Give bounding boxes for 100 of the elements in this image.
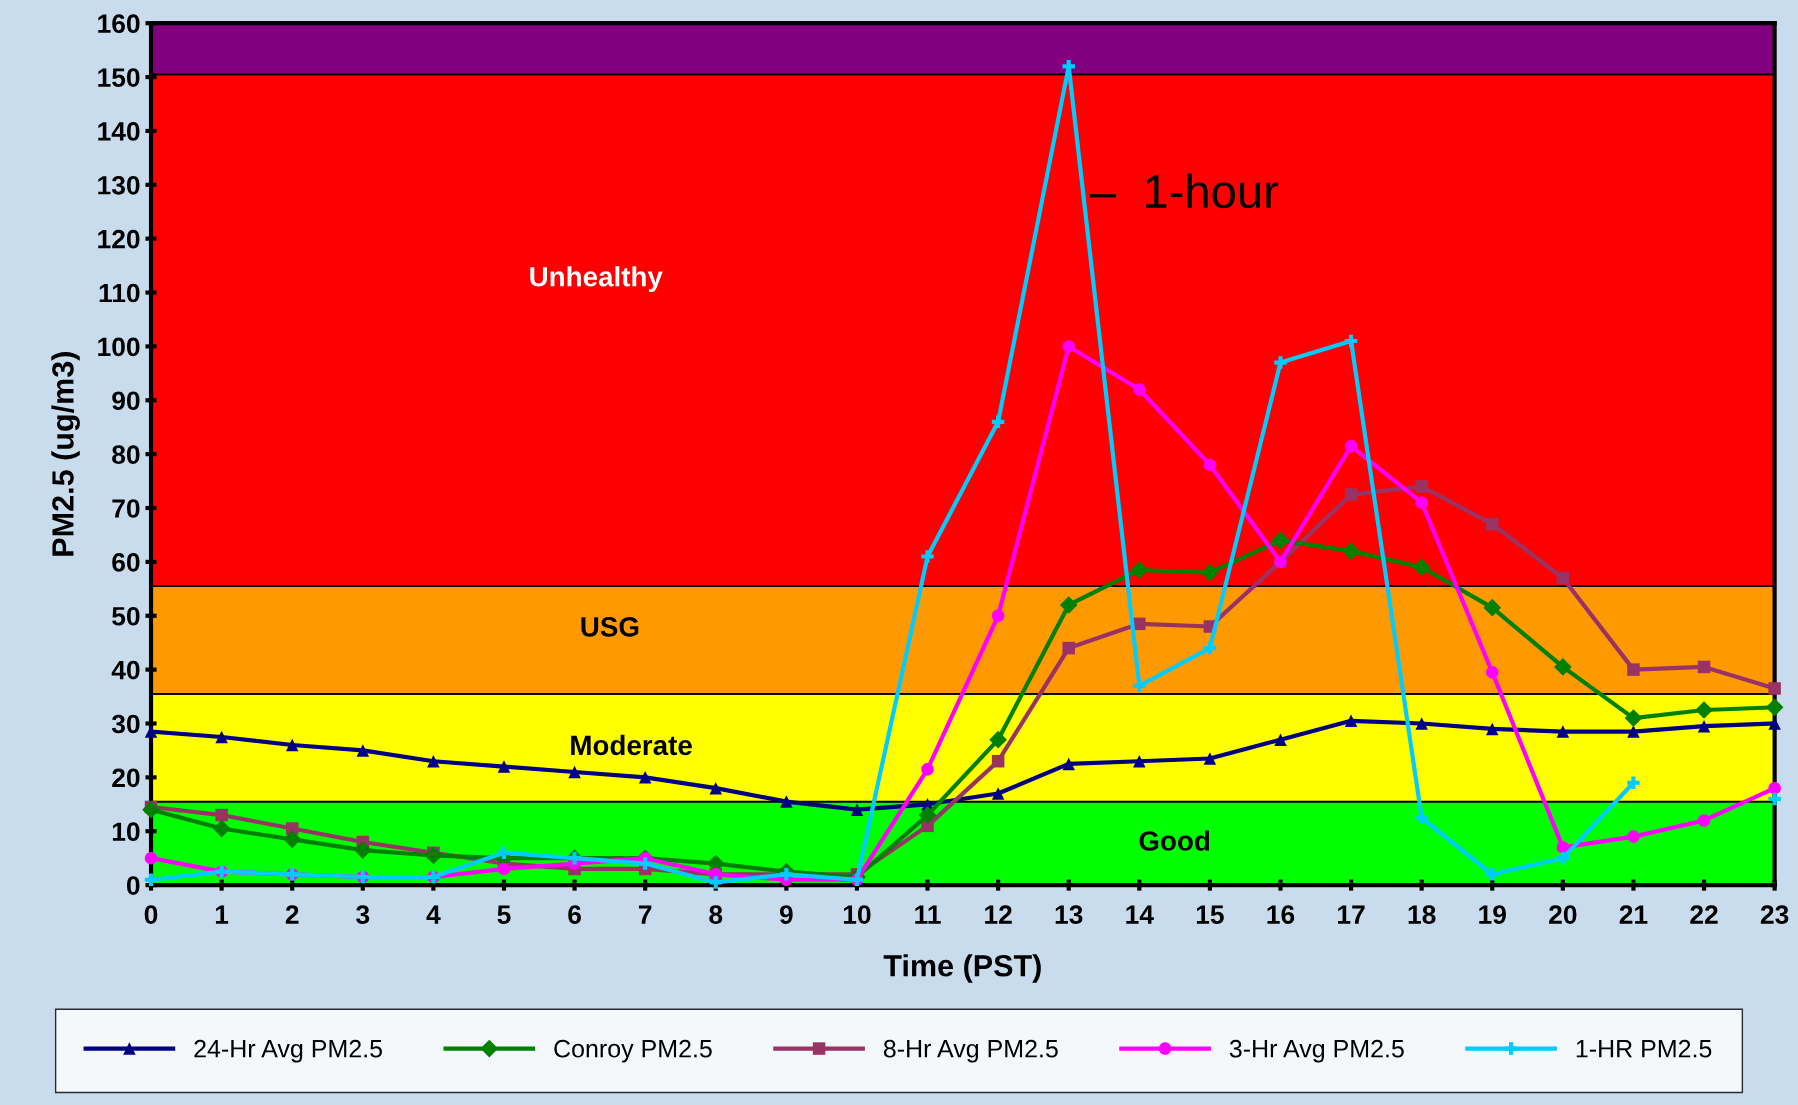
point: [1627, 776, 1640, 789]
point: [1203, 641, 1217, 655]
x-tick-label: 1: [215, 905, 229, 924]
point: [1274, 356, 1287, 369]
point: [1344, 439, 1358, 453]
point: [1344, 488, 1358, 501]
x-tick-label: 20: [1549, 905, 1577, 924]
point: [1342, 542, 1360, 560]
point: [991, 609, 1005, 623]
point: [1768, 717, 1781, 730]
band-label: Good: [1139, 830, 1210, 851]
point: [1415, 496, 1428, 509]
point: [1203, 458, 1217, 472]
x-tick-label: 14: [1126, 905, 1154, 924]
y-tick-label: 90: [112, 391, 140, 411]
annotation: – 1-hour: [1089, 173, 1279, 209]
point: [1486, 722, 1499, 736]
x-tick-label: 10: [843, 905, 871, 924]
point: [353, 841, 372, 859]
legend-label: 1-HR PM2.5: [1576, 1039, 1712, 1058]
point: [1486, 517, 1499, 531]
x-tick-label: 5: [497, 905, 511, 924]
point: [1201, 563, 1219, 582]
y-tick-label: 150: [98, 68, 140, 87]
point: [1486, 868, 1499, 881]
point: [991, 787, 1005, 800]
y-tick-label: 110: [99, 283, 140, 303]
point: [1768, 792, 1781, 806]
point: [1344, 334, 1358, 348]
point: [921, 550, 934, 563]
point: [989, 730, 1007, 749]
point: [1695, 701, 1713, 719]
point: [142, 800, 160, 819]
x-tick-label: 12: [985, 905, 1012, 924]
x-tick-label: 15: [1196, 905, 1224, 924]
point: [1556, 725, 1570, 738]
point: [215, 808, 228, 822]
point: [1768, 682, 1781, 695]
point: [1765, 698, 1784, 717]
point: [638, 857, 652, 870]
band-label: Moderate: [571, 734, 692, 756]
point: [1486, 666, 1499, 679]
legend-label: Conroy PM2.5: [554, 1039, 712, 1063]
point: [1556, 571, 1570, 585]
x-tick-label: 11: [915, 905, 941, 924]
y-tick-label: 130: [98, 175, 140, 195]
point: [1062, 641, 1075, 655]
point: [144, 851, 158, 865]
point: [850, 803, 864, 816]
y-tick-label: 120: [98, 229, 140, 249]
point: [1627, 663, 1640, 676]
point: [1344, 714, 1358, 728]
legend-label: 24-Hr Avg PM2.5: [194, 1039, 382, 1063]
x-tick-label: 3: [356, 905, 370, 924]
band-label: Unhealthy: [530, 266, 663, 293]
point: [215, 730, 228, 744]
y-tick-label: 10: [112, 822, 140, 842]
point: [424, 846, 443, 865]
point: [780, 795, 793, 808]
point: [285, 738, 299, 752]
x-tick-label: 22: [1690, 905, 1718, 924]
x-tick-label: 23: [1760, 905, 1789, 924]
point: [709, 876, 723, 889]
point: [1059, 596, 1078, 614]
point: [1627, 830, 1640, 843]
x-axis-title: Time (PST): [883, 954, 1041, 983]
y-tick-label: 140: [98, 122, 140, 141]
legend-label: 8-Hr Avg PM2.5: [883, 1039, 1058, 1063]
x-tick-label: 9: [779, 905, 793, 924]
y-tick-label: 0: [126, 876, 140, 895]
point: [497, 760, 511, 773]
point: [991, 754, 1005, 768]
point: [497, 862, 511, 876]
point: [1415, 717, 1428, 730]
y-tick-label: 20: [112, 768, 140, 788]
point: [991, 415, 1005, 429]
legend-label: 3-Hr Avg PM2.5: [1229, 1039, 1404, 1063]
y-tick-label: 100: [98, 337, 140, 357]
point: [1697, 814, 1711, 827]
point: [1554, 658, 1572, 676]
x-tick-label: 7: [638, 905, 652, 924]
point: [1062, 757, 1075, 771]
point: [638, 771, 652, 784]
x-tick-label: 0: [144, 905, 158, 924]
point: [1203, 752, 1217, 765]
point: [1556, 851, 1570, 865]
point: [212, 819, 231, 838]
point: [1130, 561, 1149, 579]
point: [1415, 480, 1428, 493]
point: [709, 781, 723, 795]
point: [356, 744, 370, 757]
y-tick-label: 50: [112, 606, 140, 626]
y-tick-label: 80: [112, 445, 140, 464]
x-tick-label: 19: [1479, 905, 1506, 924]
point: [1624, 709, 1643, 727]
point: [1697, 660, 1711, 674]
point: [1483, 598, 1502, 617]
point: [1274, 733, 1287, 746]
x-tick-label: 8: [709, 905, 723, 924]
point: [283, 830, 302, 849]
